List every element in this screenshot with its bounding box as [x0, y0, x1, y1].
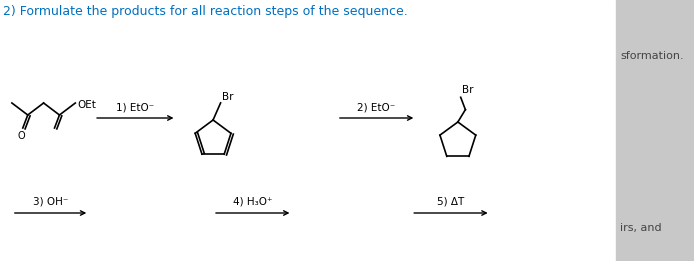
Text: sformation.: sformation.	[620, 51, 684, 61]
Text: irs, and: irs, and	[620, 223, 662, 233]
Text: 3) OH⁻: 3) OH⁻	[33, 197, 68, 207]
Text: 2) EtO⁻: 2) EtO⁻	[358, 102, 395, 112]
Text: 4) H₃O⁺: 4) H₃O⁺	[233, 197, 272, 207]
Text: OEt: OEt	[77, 100, 96, 110]
Text: 5) ΔT: 5) ΔT	[438, 197, 465, 207]
Text: Br: Br	[222, 92, 233, 102]
Text: O: O	[18, 131, 26, 141]
Text: Br: Br	[462, 85, 473, 95]
Bar	[617, 0, 694, 261]
Text: 2) Formulate the products for all reaction steps of the sequence.: 2) Formulate the products for all reacti…	[3, 5, 407, 18]
Text: 1) EtO⁻: 1) EtO⁻	[116, 102, 155, 112]
